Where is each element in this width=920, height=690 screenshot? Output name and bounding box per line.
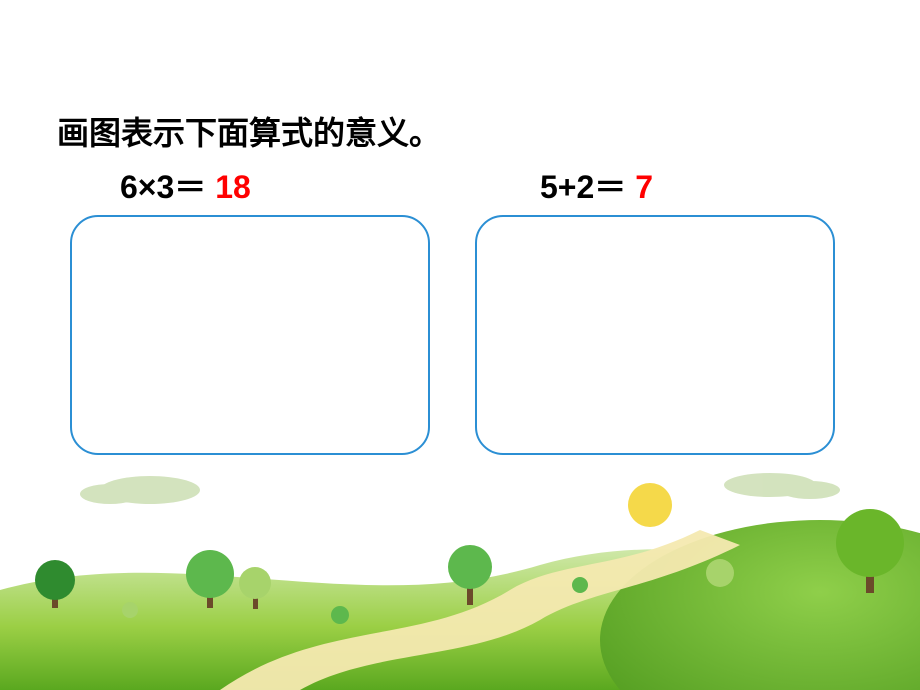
equation-right-expression: 5+2＝ — [540, 169, 626, 205]
equation-right: 5+2＝ 7 — [540, 162, 653, 208]
equation-left-expression: 6×3＝ — [120, 169, 206, 205]
slide-content: 画图表示下面算式的意义。 6×3＝ 18 5+2＝ 7 — [0, 0, 920, 690]
equation-left-answer: 18 — [215, 169, 251, 205]
drawing-box-right — [475, 215, 835, 455]
landscape-illustration — [0, 470, 920, 690]
drawing-box-left — [70, 215, 430, 455]
equation-right-answer: 7 — [635, 169, 653, 205]
equation-left: 6×3＝ 18 — [120, 162, 251, 208]
page-title: 画图表示下面算式的意义。 — [57, 108, 441, 154]
